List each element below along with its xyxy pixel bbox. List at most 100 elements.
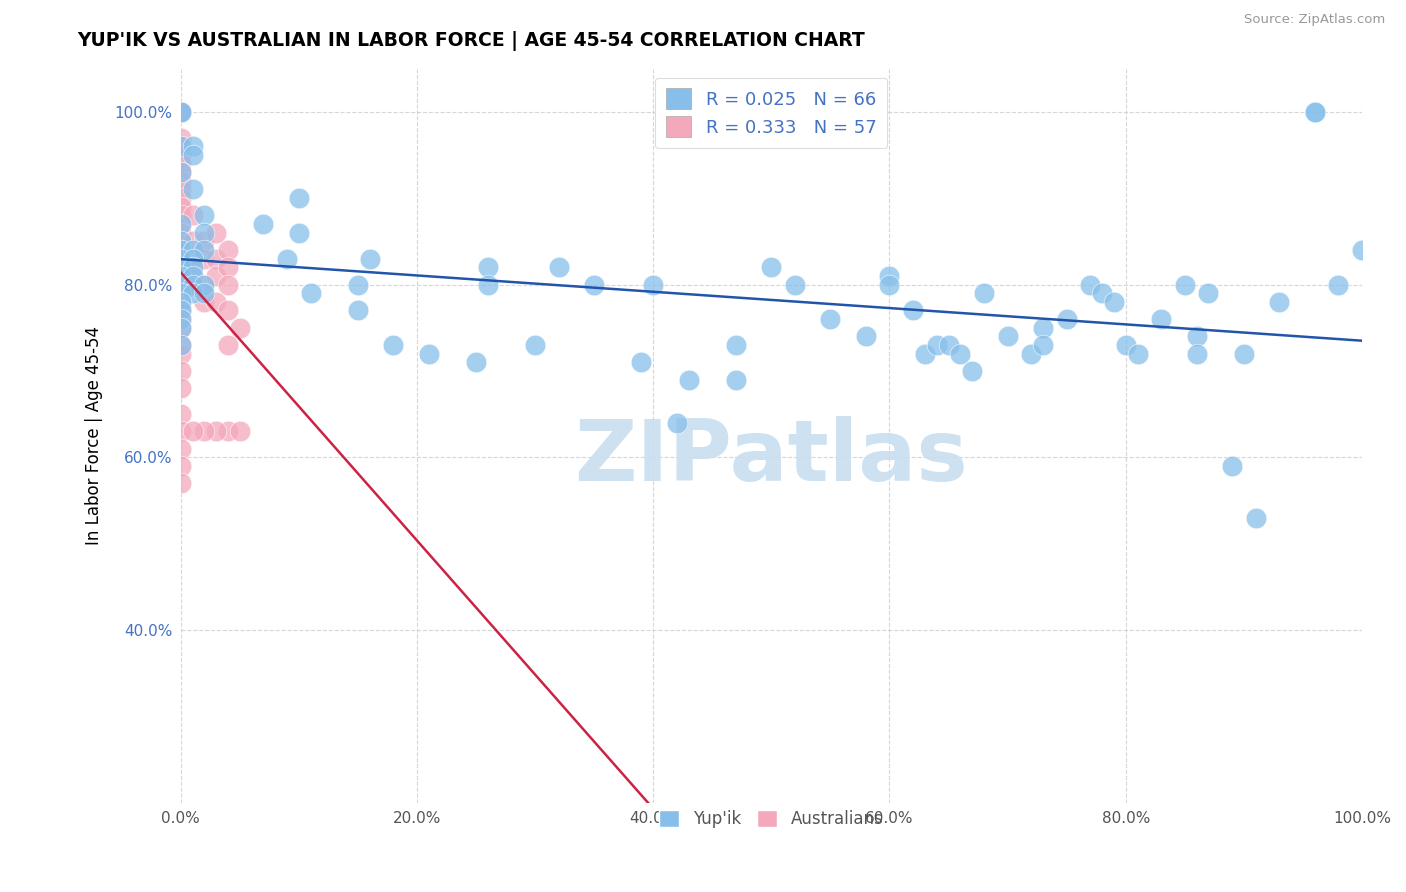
Point (665, 416, 688, 430)
Point (181, 268, 204, 283)
Point (170, 442, 193, 456)
Point (217, 277, 239, 292)
Point (229, 425, 252, 439)
Point (170, 217, 193, 231)
Point (1185, 329, 1208, 343)
Point (382, 338, 405, 352)
Point (477, 260, 499, 275)
Point (170, 104, 193, 119)
Point (170, 268, 193, 283)
Point (193, 425, 215, 439)
Point (170, 286, 193, 301)
Point (193, 277, 215, 292)
Point (170, 130, 193, 145)
Point (761, 260, 783, 275)
Point (1233, 346, 1256, 360)
Point (170, 217, 193, 231)
Point (170, 338, 193, 352)
Point (217, 243, 239, 257)
Point (170, 320, 193, 334)
Point (855, 329, 877, 343)
Point (181, 425, 204, 439)
Point (914, 346, 936, 360)
Point (181, 286, 204, 301)
Point (181, 208, 204, 222)
Point (170, 191, 193, 205)
Point (170, 226, 193, 240)
Point (193, 226, 215, 240)
Point (170, 104, 193, 119)
Point (170, 364, 193, 378)
Point (1327, 277, 1350, 292)
Text: Source: ZipAtlas.com: Source: ZipAtlas.com (1244, 13, 1385, 27)
Point (170, 235, 193, 249)
Point (583, 277, 606, 292)
Point (288, 226, 311, 240)
Point (1174, 277, 1197, 292)
Point (205, 294, 228, 309)
Point (1150, 312, 1173, 326)
Point (181, 260, 204, 275)
Point (170, 458, 193, 473)
Point (170, 268, 193, 283)
Point (1197, 286, 1219, 301)
Point (1078, 277, 1101, 292)
Point (170, 277, 193, 292)
Point (170, 139, 193, 153)
Point (1019, 346, 1042, 360)
Point (643, 277, 665, 292)
Point (1091, 286, 1114, 301)
Point (997, 329, 1019, 343)
Point (170, 286, 193, 301)
Point (170, 294, 193, 309)
Point (1126, 346, 1149, 360)
Point (217, 303, 239, 318)
Point (170, 174, 193, 188)
Point (465, 355, 488, 369)
Point (170, 104, 193, 119)
Point (879, 277, 901, 292)
Point (205, 252, 228, 266)
Point (170, 252, 193, 266)
Point (938, 338, 960, 352)
Point (170, 243, 193, 257)
Point (477, 277, 499, 292)
Point (170, 165, 193, 179)
Point (678, 373, 700, 387)
Point (170, 425, 193, 439)
Point (724, 373, 747, 387)
Point (181, 277, 204, 292)
Point (170, 407, 193, 421)
Point (1056, 312, 1078, 326)
Point (347, 303, 370, 318)
Point (181, 139, 204, 153)
Point (879, 268, 901, 283)
Text: ZIPatlas: ZIPatlas (575, 417, 969, 500)
Point (217, 425, 239, 439)
Point (170, 381, 193, 395)
Point (170, 235, 193, 249)
Point (960, 364, 983, 378)
Point (217, 338, 239, 352)
Point (1032, 320, 1054, 334)
Point (276, 252, 298, 266)
Point (181, 148, 204, 162)
Point (724, 338, 747, 352)
Point (170, 252, 193, 266)
Point (170, 277, 193, 292)
Point (193, 235, 215, 249)
Point (170, 320, 193, 334)
Point (299, 286, 322, 301)
Point (973, 286, 995, 301)
Point (288, 191, 311, 205)
Point (1351, 243, 1374, 257)
Point (170, 104, 193, 119)
Point (418, 346, 440, 360)
Point (170, 346, 193, 360)
Point (783, 277, 806, 292)
Point (1303, 104, 1326, 119)
Point (193, 252, 215, 266)
Point (1244, 511, 1267, 525)
Point (193, 277, 215, 292)
Point (170, 139, 193, 153)
